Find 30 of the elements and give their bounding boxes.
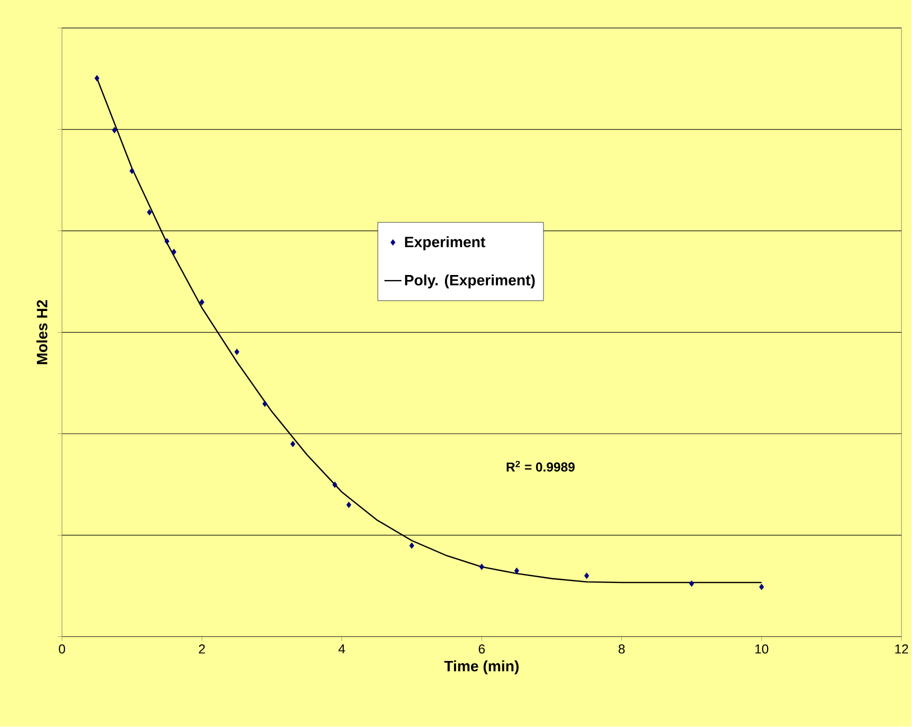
x-tick-label: 0 bbox=[58, 644, 66, 654]
x-tick-label: 8 bbox=[618, 644, 625, 654]
point bbox=[759, 584, 764, 590]
x-tick-label: 12 bbox=[895, 644, 908, 654]
point bbox=[689, 580, 694, 587]
point bbox=[346, 502, 352, 508]
y-axis-title: Moles H2 bbox=[36, 300, 48, 364]
point bbox=[262, 400, 268, 408]
point bbox=[290, 440, 296, 448]
x-tick-label: 2 bbox=[198, 644, 205, 654]
point bbox=[199, 299, 204, 306]
point bbox=[332, 482, 338, 488]
point bbox=[94, 75, 100, 82]
point bbox=[112, 127, 117, 134]
x-tick-label: 4 bbox=[338, 644, 346, 654]
x-axis-title: Time (min) bbox=[444, 660, 519, 675]
point bbox=[479, 564, 484, 570]
point bbox=[409, 542, 414, 549]
x-tick-label: 6 bbox=[478, 644, 485, 654]
point bbox=[584, 572, 590, 580]
point bbox=[164, 238, 170, 245]
point bbox=[146, 209, 152, 216]
point bbox=[514, 568, 520, 574]
annotation: R$^{2}$ = 0.9989 bbox=[506, 461, 575, 472]
legend-label: Experiment bbox=[405, 236, 486, 250]
x-tick-label: 10 bbox=[755, 644, 768, 654]
point bbox=[129, 168, 134, 174]
legend-label: Poly. (Experiment) bbox=[405, 274, 535, 289]
point bbox=[171, 248, 176, 256]
point bbox=[234, 348, 240, 356]
